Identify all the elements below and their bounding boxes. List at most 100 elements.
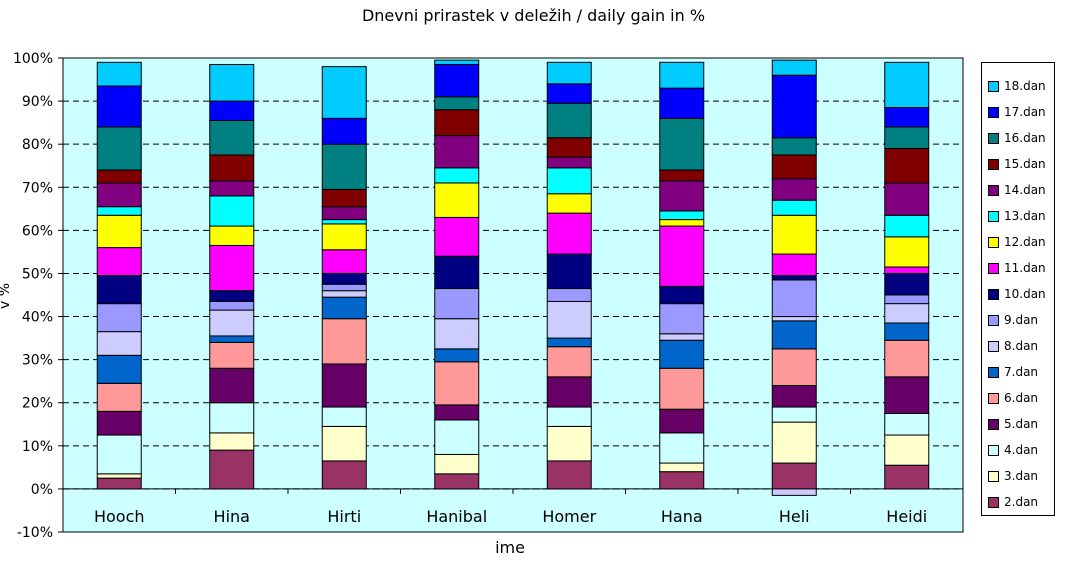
bar-segment-5.dan [884, 376, 930, 415]
bar-segment-4.dan [884, 413, 930, 436]
bar-segment-9.dan [434, 288, 480, 320]
bar-segment-11.dan [96, 247, 142, 277]
bar-segment-8.dan [659, 333, 705, 341]
legend-swatch [988, 471, 999, 482]
bar-segment-15.dan [321, 188, 367, 208]
bar-segment-11.dan [321, 249, 367, 274]
legend-item-17.dan: 17.dan [988, 105, 1046, 119]
legend-item-8.dan: 8.dan [988, 339, 1038, 353]
bar-segment-8.dan [771, 316, 817, 322]
bar-segment-2.dan [321, 460, 367, 490]
bar-segment-9.dan [546, 288, 592, 302]
bar-segment-12.dan [434, 182, 480, 218]
y-tick-label: 20% [22, 396, 53, 412]
legend-item-3.dan: 3.dan [988, 469, 1038, 483]
bar-segment-7.dan [546, 337, 592, 348]
x-tick-label: Heli [779, 507, 810, 526]
bar-segment-11.dan [771, 253, 817, 277]
bar-segment-5.dan [434, 404, 480, 421]
x-tick-label: Hanibal [426, 507, 487, 526]
bar-segment-18.dan [321, 66, 367, 119]
bar-segment-3.dan [321, 425, 367, 462]
bar-segment-14.dan [884, 182, 930, 216]
legend-item-5.dan: 5.dan [988, 417, 1038, 431]
bar-segment-17.dan [209, 100, 255, 121]
bar-segment-17.dan [434, 63, 480, 98]
legend-item-16.dan: 16.dan [988, 131, 1046, 145]
bar-segment-12.dan [546, 193, 592, 214]
x-tick-label: Hirti [327, 507, 361, 526]
bar-segment-10.dan [771, 275, 817, 281]
x-axis-label: ime [495, 538, 525, 557]
bar-segment-10.dan [884, 272, 930, 296]
bar-segment-17.dan [884, 107, 930, 128]
bar-segment-9.dan [321, 283, 367, 292]
legend-swatch [988, 81, 999, 92]
legend-label: 7.dan [1004, 365, 1039, 379]
bar-segment-4.dan [209, 402, 255, 434]
legend-label: 15.dan [1004, 157, 1046, 171]
bar-segment-5.dan [771, 384, 817, 408]
bar-segment-16.dan [546, 102, 592, 139]
legend-item-14.dan: 14.dan [988, 183, 1046, 197]
bar-segment-10.dan [321, 272, 367, 285]
bar-segment-13.dan [209, 195, 255, 227]
legend-swatch [988, 393, 999, 404]
bar-segment-12.dan [659, 219, 705, 227]
bar-segment-8.dan [96, 331, 142, 356]
bar-segment-12.dan [884, 236, 930, 268]
bar-segment-14.dan [321, 206, 367, 221]
bar-segment-11.dan [659, 225, 705, 287]
bar-segment-2.dan [659, 471, 705, 490]
bar-segment-14.dan [659, 180, 705, 212]
bar-segment-2.dan [884, 464, 930, 490]
bar-segment-17.dan [96, 85, 142, 128]
y-axis-label: v % [0, 283, 13, 309]
bar-segment-7.dan [434, 348, 480, 363]
bar-segment-17.dan [546, 83, 592, 104]
bar-segment-14.dan [209, 180, 255, 197]
x-tick-label: Heidi [886, 507, 927, 526]
bar-segment-8.dan [884, 303, 930, 324]
legend-label: 12.dan [1004, 235, 1046, 249]
bar-segment-3.dan [659, 462, 705, 473]
legend-item-9.dan: 9.dan [988, 313, 1038, 327]
y-tick-label: -10% [17, 525, 53, 541]
bar-segment-6.dan [434, 361, 480, 406]
y-tick-label: 40% [22, 310, 53, 326]
bar-segment-18.dan [434, 59, 480, 65]
legend-swatch [988, 211, 999, 222]
bar-segment-3.dan [546, 425, 592, 462]
legend-item-12.dan: 12.dan [988, 235, 1046, 249]
bar-segment-7.dan [209, 335, 255, 343]
bar-segment-14.dan [434, 135, 480, 169]
bar-segment-17.dan [771, 74, 817, 139]
legend-swatch [988, 133, 999, 144]
bar-segment-7.dan [884, 322, 930, 341]
legend-swatch [988, 341, 999, 352]
bar-segment-4.dan [771, 406, 817, 423]
bar-segment-6.dan [771, 348, 817, 386]
bar-segment-4.dan [434, 419, 480, 455]
bar-segment-6.dan [209, 341, 255, 369]
legend-swatch [988, 289, 999, 300]
bar-segment-15.dan [771, 154, 817, 180]
legend-swatch [988, 185, 999, 196]
legend-swatch [988, 315, 999, 326]
bar-segment-2.dan [546, 460, 592, 490]
bar-segment-6.dan [321, 318, 367, 365]
legend-swatch [988, 263, 999, 274]
bar-segment-4.dan [659, 432, 705, 464]
bar-segment-10.dan [659, 285, 705, 305]
bar-segment-13.dan [884, 214, 930, 238]
bar-segment-8.dan [209, 309, 255, 337]
legend-label: 11.dan [1004, 261, 1046, 275]
legend-swatch [988, 497, 999, 508]
bar-segment-8.dan [321, 290, 367, 298]
bar-segment-9.dan [96, 303, 142, 333]
bar-segment-11.dan [434, 216, 480, 257]
bar-segment-18.dan [96, 61, 142, 87]
bar-segment-11.dan [884, 266, 930, 274]
bar-segment-16.dan [771, 137, 817, 156]
